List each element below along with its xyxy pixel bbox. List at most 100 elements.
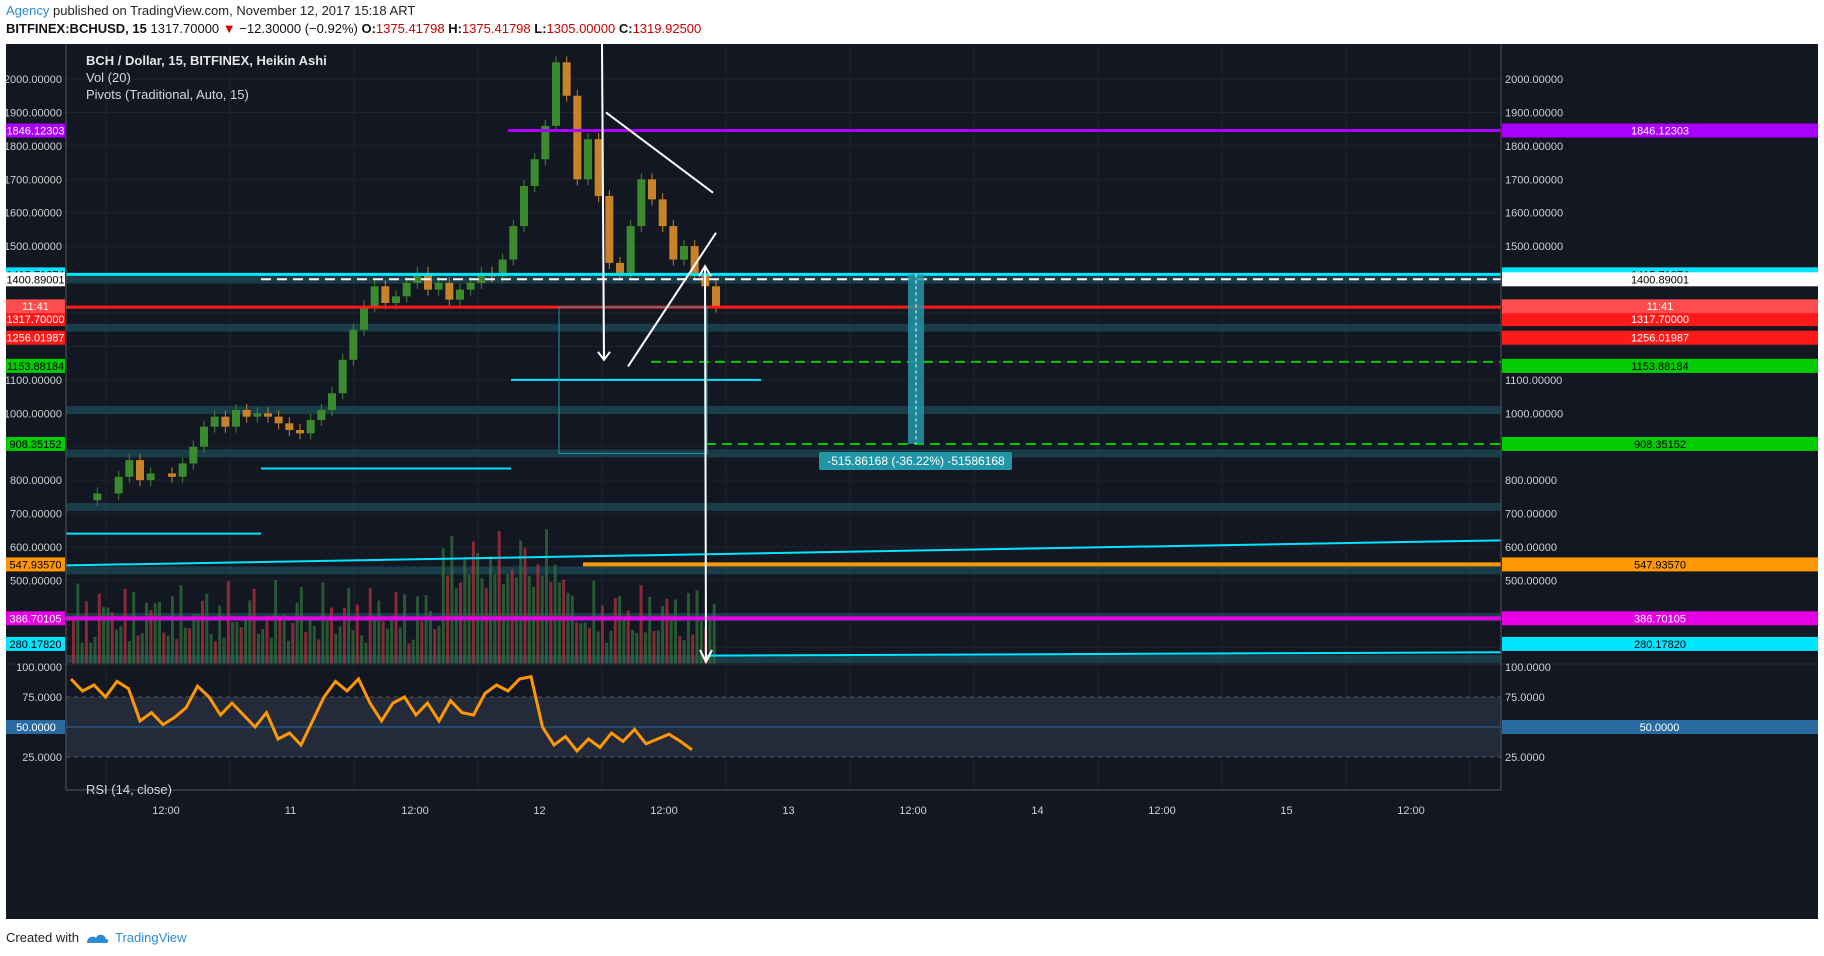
volume-bar — [648, 596, 652, 664]
volume-bar — [110, 612, 114, 664]
price-label: 1153.88184 — [1631, 361, 1688, 373]
price-tick-label: 1700.00000 — [6, 174, 62, 186]
volume-bar — [373, 619, 376, 664]
price-tick-label: 1800.00000 — [6, 141, 62, 153]
pivot-zone — [66, 654, 1501, 663]
volume-bar — [175, 639, 179, 664]
volume-bar — [514, 577, 518, 664]
volume-bar — [351, 629, 355, 664]
time-tick-label: 12:00 — [650, 805, 678, 817]
volume-bar — [308, 616, 312, 664]
volume-bar — [652, 631, 656, 664]
volume-bar — [519, 540, 523, 664]
volume-bar — [317, 639, 321, 664]
price-tick-label: 800.00000 — [1505, 475, 1557, 487]
volume-bar — [72, 619, 75, 664]
candle-body — [168, 473, 176, 477]
price-tick-label: 1600.00000 — [6, 208, 62, 220]
created-with-text: Created with — [6, 930, 79, 945]
candle-body — [509, 226, 518, 260]
price-label-bg — [1502, 123, 1818, 138]
countdown-bg — [6, 300, 65, 314]
volume-bar — [153, 603, 157, 664]
price-label-bg — [6, 272, 65, 287]
price-label-bg — [1502, 272, 1818, 287]
volume-bar — [188, 628, 192, 664]
volume-bar — [626, 610, 630, 664]
volume-bar — [536, 564, 540, 664]
volume-bar — [132, 592, 136, 664]
price-tick-label: 700.00000 — [1505, 509, 1557, 521]
price-label: 1400.89001 — [6, 274, 64, 286]
volume-bar — [213, 641, 217, 664]
volume-bar — [158, 601, 161, 664]
author-link[interactable]: Agency — [6, 3, 50, 18]
candle-body — [232, 409, 240, 427]
price-label: 386.70105 — [10, 613, 62, 625]
volume-bar — [192, 614, 196, 664]
volume-bar — [403, 594, 407, 664]
volume-bar — [523, 547, 527, 664]
candle-body — [584, 139, 592, 180]
published-text: published on TradingView.com, November 1… — [53, 3, 416, 18]
price-label-bg — [1502, 557, 1818, 572]
wedge-bottom-line — [627, 232, 717, 368]
volume-bar — [553, 564, 557, 664]
candle-body — [648, 179, 656, 200]
price-tick-label: 1100.00000 — [1505, 375, 1562, 387]
price-label-bg — [1502, 636, 1818, 651]
volume-bar — [549, 581, 553, 664]
volume-bar — [428, 610, 432, 664]
price-label-bg — [6, 436, 65, 451]
arrow-down-line — [601, 44, 605, 360]
volume-bar — [93, 636, 97, 664]
price-chart[interactable]: -515.86168 (-36.22%) -51586168 2000.0000… — [6, 44, 1818, 919]
candle-body — [392, 296, 400, 303]
volume-bar — [411, 639, 415, 664]
price-label-bg — [6, 358, 65, 373]
volume-bar — [261, 628, 265, 664]
candle-body — [242, 409, 251, 417]
volume-bar — [588, 627, 591, 664]
price-tick-label: 600.00000 — [1505, 542, 1557, 554]
candle-body — [285, 423, 294, 431]
volume-bar — [695, 590, 699, 664]
time-tick-label: 12:00 — [152, 805, 180, 817]
candle-body — [349, 329, 358, 360]
volume-bar — [385, 628, 389, 664]
footer: Created with TradingView — [6, 930, 187, 945]
price-label: 547.93570 — [10, 559, 62, 571]
tradingview-link[interactable]: TradingView — [114, 930, 187, 945]
rsi-tick-label: 50.0000 — [16, 722, 56, 734]
volume-bar — [179, 585, 183, 664]
price-tick-label: 2000.00000 — [6, 74, 62, 86]
open-value: 1375.41798 — [375, 21, 445, 36]
price-tick-label: 1900.00000 — [6, 107, 62, 119]
chart-background — [6, 44, 1818, 919]
volume-bar — [656, 630, 660, 664]
candle-body — [520, 186, 528, 227]
price-label: 1317.70000 — [6, 314, 64, 326]
volume-bar — [398, 627, 402, 664]
volume-bar — [661, 605, 665, 664]
price-label-bg — [1502, 611, 1818, 626]
trendline-cyan — [65, 539, 1502, 567]
rsi-tick-label: 100.0000 — [16, 662, 62, 674]
volume-bar — [201, 600, 204, 664]
volume-bar — [136, 635, 140, 664]
price-label-bg — [6, 312, 65, 327]
volume-bar — [248, 600, 252, 664]
candles — [93, 56, 720, 507]
volume-bar — [325, 618, 329, 664]
price-tick-label: 800.00000 — [10, 475, 62, 487]
candle-body — [253, 413, 262, 417]
price-tick-label: 700.00000 — [10, 509, 62, 521]
countdown-label: 11:41 — [1647, 301, 1674, 313]
volume-bar — [231, 622, 235, 664]
volume-bar — [631, 630, 634, 664]
publish-header: Agency published on TradingView.com, Nov… — [6, 2, 415, 20]
candle-body — [573, 95, 582, 180]
candle-body — [210, 416, 219, 427]
rsi-mid-label-bg — [6, 720, 65, 734]
price-label: 280.17820 — [10, 639, 62, 651]
